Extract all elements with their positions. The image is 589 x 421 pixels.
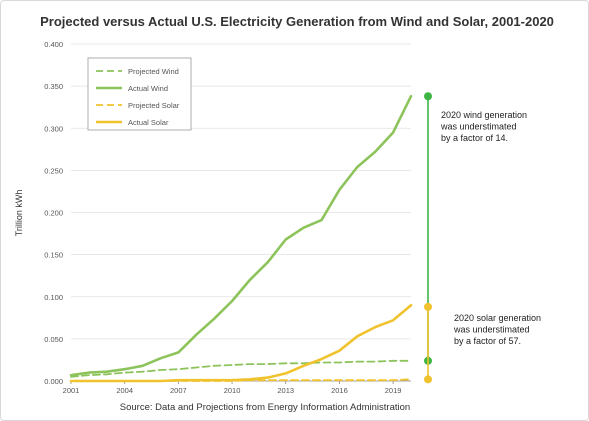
annotation-dot-bottom bbox=[424, 375, 432, 384]
series-line-projected-wind bbox=[70, 359, 412, 378]
y-tick-label: 0.000 bbox=[44, 377, 63, 386]
y-tick-label: 0.300 bbox=[44, 124, 63, 133]
annotation-dot-top bbox=[424, 92, 432, 101]
legend-box bbox=[87, 57, 192, 131]
chart-title: Projected versus Actual U.S. Electricity… bbox=[40, 14, 554, 29]
y-tick-label: 0.100 bbox=[44, 293, 63, 302]
legend-label-projected-solar: Projected Solar bbox=[128, 101, 180, 110]
legend: Projected Wind Actual Wind Projected Solar… bbox=[87, 57, 192, 131]
x-tick-label: 2004 bbox=[116, 386, 133, 395]
source-note: Source: Data and Projections from Energy… bbox=[120, 402, 410, 413]
annotation-text: by a factor of 14. bbox=[441, 133, 508, 143]
y-axis-label: Trillion kWh bbox=[14, 190, 24, 237]
annotation-text: was understimated bbox=[453, 325, 530, 335]
y-tick-label: 0.200 bbox=[44, 209, 63, 218]
annotation-text: was understimated bbox=[440, 122, 517, 132]
y-tick-label: 0.250 bbox=[44, 166, 63, 175]
x-tick-label: 2010 bbox=[224, 386, 241, 395]
legend-label-actual-solar: Actual Solar bbox=[128, 118, 169, 127]
y-tick-label: 0.350 bbox=[44, 82, 63, 91]
y-tick-label: 0.150 bbox=[44, 251, 63, 260]
annotation-text: by a factor of 57. bbox=[454, 336, 521, 346]
annotation-text: 2020 wind generation bbox=[441, 110, 527, 120]
series-line-actual-solar bbox=[69, 303, 413, 383]
x-tick-label: 2007 bbox=[170, 386, 187, 395]
x-tick-label: 2019 bbox=[385, 386, 402, 395]
x-tick-label: 2013 bbox=[277, 386, 294, 395]
x-tick-label: 2001 bbox=[63, 386, 80, 395]
series-line-actual-wind bbox=[69, 94, 413, 377]
series-layer bbox=[69, 94, 413, 383]
legend-label-actual-wind: Actual Wind bbox=[128, 84, 168, 93]
annotation-text: 2020 solar generation bbox=[454, 313, 541, 323]
y-tick-label: 0.050 bbox=[44, 335, 63, 344]
annotation-dot-top bbox=[424, 302, 432, 311]
x-tick-label: 2016 bbox=[331, 386, 348, 395]
legend-label-projected-wind: Projected Wind bbox=[128, 67, 179, 76]
y-tick-label: 0.400 bbox=[44, 40, 63, 49]
